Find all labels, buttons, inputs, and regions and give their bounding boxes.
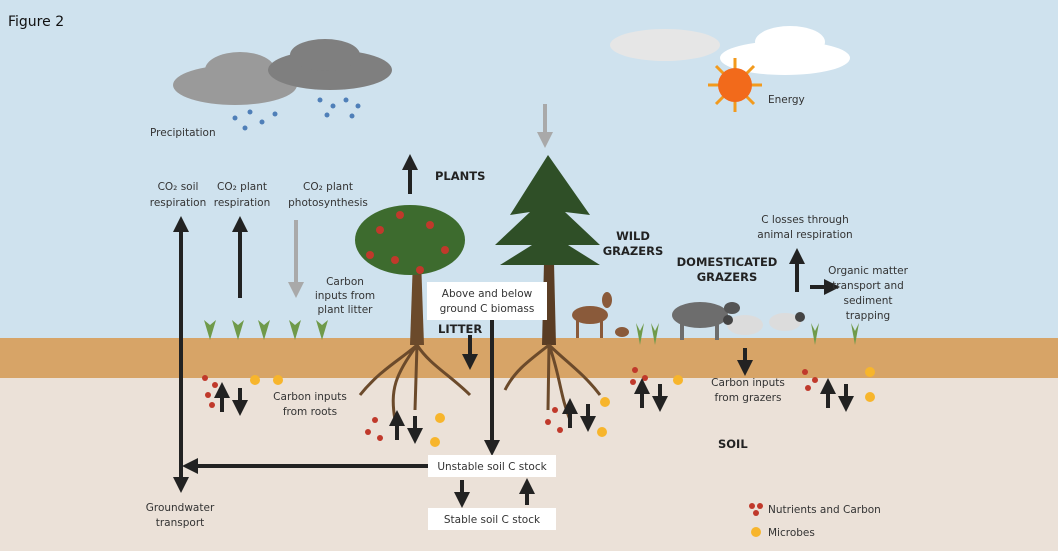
label: photosynthesis [288,197,368,209]
diagram: Figure 2 Precipitation Energy CO₂ soil r… [0,0,1058,551]
label: Carbon inputs [273,391,347,403]
label: C losses through [761,214,848,226]
label: CO₂ plant [217,181,267,193]
label: inputs from [315,290,375,302]
label: CO₂ plant [303,181,353,193]
label: from grazers [715,392,782,404]
label: WILD [616,229,650,243]
label: GRAZERS [697,270,758,284]
label: DOMESTICATED [677,255,778,269]
label: PLANTS [435,169,485,183]
label: Groundwater [146,502,215,514]
label: trapping [846,310,890,322]
label: LITTER [438,322,482,336]
label: Carbon [326,276,364,288]
label: Energy [768,94,805,106]
label: Stable soil C stock [444,514,541,526]
legend-label: Nutrients and Carbon [768,504,881,516]
label: animal respiration [757,229,852,241]
label: transport [156,517,205,529]
label: Organic matter [828,265,909,277]
label: plant litter [318,304,374,316]
label: Above and below [442,288,533,300]
label: respiration [214,197,270,209]
sun [708,58,762,112]
label: Precipitation [150,127,216,139]
label: CO₂ soil [158,181,199,193]
label: respiration [150,197,206,209]
figure-label: Figure 2 [8,14,64,30]
legend-label: Microbes [768,527,815,539]
label: SOIL [718,437,748,451]
label: transport and [832,280,904,292]
label: ground C biomass [440,303,535,315]
label: Carbon inputs [711,377,785,389]
label: Unstable soil C stock [437,461,547,473]
label: from roots [283,406,337,418]
label: sediment [844,295,893,307]
label: GRAZERS [603,244,664,258]
